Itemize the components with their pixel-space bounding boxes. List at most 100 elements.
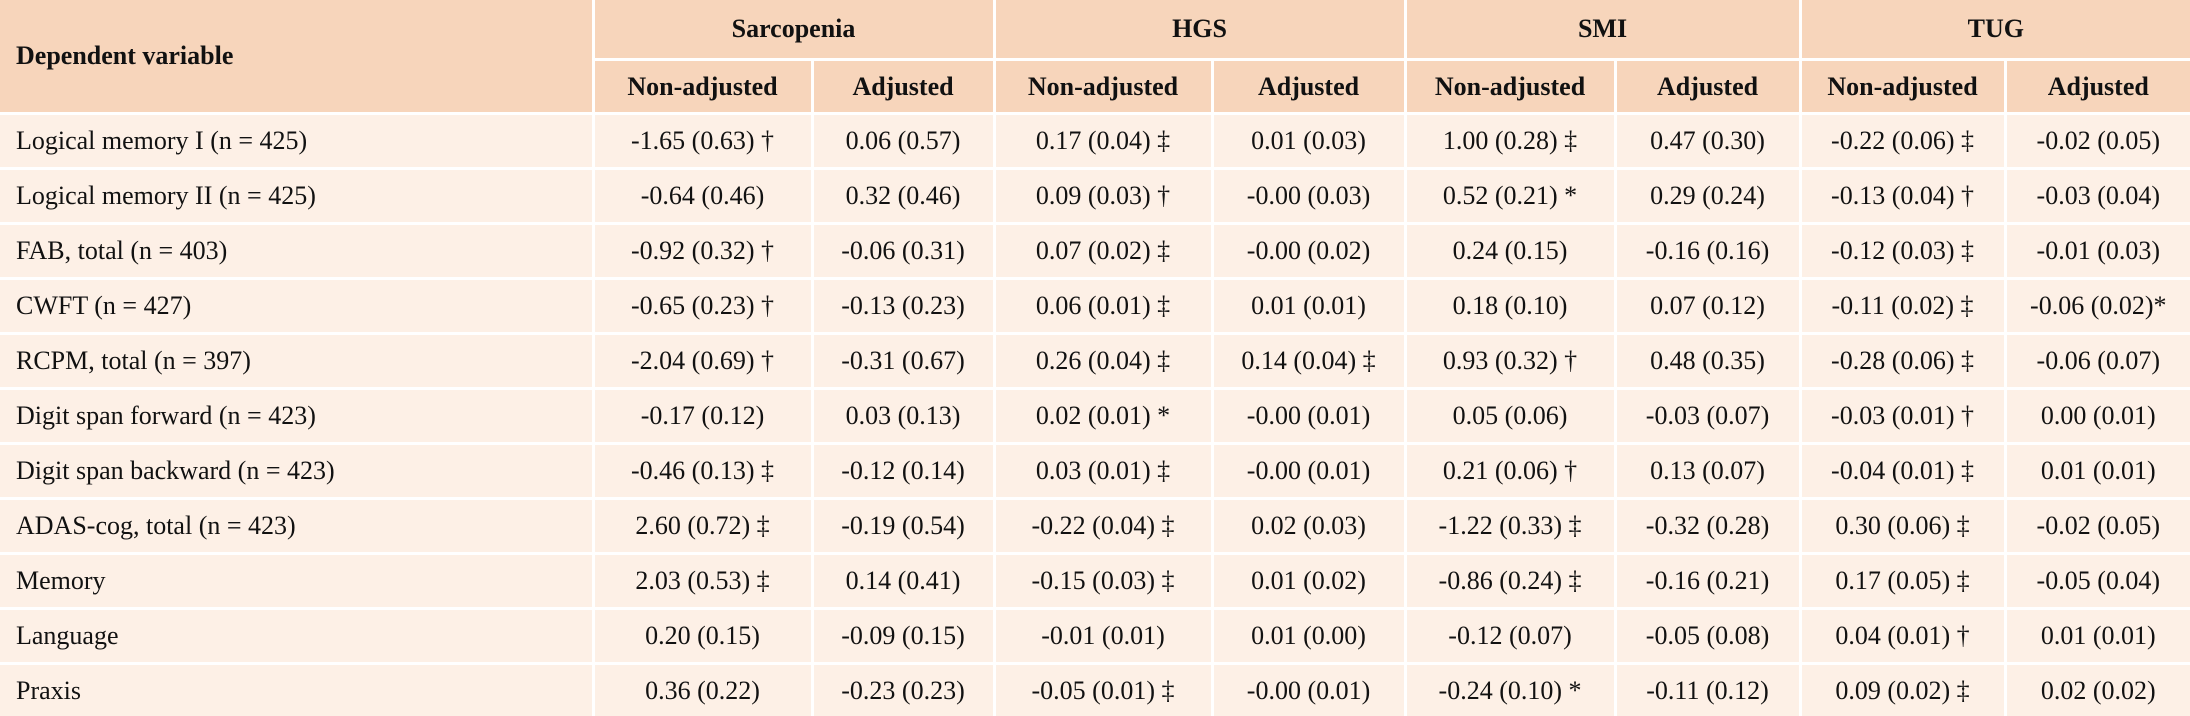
row-label: Logical memory I (n = 425) bbox=[0, 112, 595, 169]
table-body: Logical memory I (n = 425) -1.65 (0.63) †… bbox=[0, 112, 2190, 716]
cell-smi-non-adjusted: 0.93 (0.32) † bbox=[1405, 332, 1617, 389]
cell-hgs-adjusted: 0.01 (0.00) bbox=[1212, 607, 1407, 664]
row-label: Memory bbox=[0, 552, 595, 609]
cell-sarcopenia-non-adjusted: -0.46 (0.13) ‡ bbox=[593, 442, 814, 499]
subheader-smi-non-adjusted: Non-adjusted bbox=[1405, 59, 1617, 114]
subheader-hgs-non-adjusted: Non-adjusted bbox=[994, 59, 1214, 114]
cell-hgs-adjusted: 0.01 (0.02) bbox=[1212, 552, 1407, 609]
cell-smi-non-adjusted: 0.24 (0.15) bbox=[1405, 222, 1617, 279]
cell-sarcopenia-adjusted: -0.19 (0.54) bbox=[812, 497, 996, 554]
cell-tug-adjusted: 0.00 (0.01) bbox=[2005, 387, 2190, 444]
group-header-tug: TUG bbox=[1800, 0, 2190, 61]
cell-smi-adjusted: -0.32 (0.28) bbox=[1615, 497, 1802, 554]
cell-tug-adjusted: -0.02 (0.05) bbox=[2005, 497, 2190, 554]
cell-sarcopenia-non-adjusted: 2.60 (0.72) ‡ bbox=[593, 497, 814, 554]
cell-sarcopenia-adjusted: -0.13 (0.23) bbox=[812, 277, 996, 334]
group-header-sarcopenia: Sarcopenia bbox=[593, 0, 996, 61]
table-row: RCPM, total (n = 397) -2.04 (0.69) † -0.31… bbox=[0, 332, 2190, 389]
row-label: FAB, total (n = 403) bbox=[0, 222, 595, 279]
cell-sarcopenia-adjusted: -0.12 (0.14) bbox=[812, 442, 996, 499]
row-label: Digit span backward (n = 423) bbox=[0, 442, 595, 499]
cell-hgs-non-adjusted: -0.05 (0.01) ‡ bbox=[994, 662, 1214, 716]
cell-smi-adjusted: 0.48 (0.35) bbox=[1615, 332, 1802, 389]
cell-sarcopenia-adjusted: -0.31 (0.67) bbox=[812, 332, 996, 389]
cell-tug-non-adjusted: 0.30 (0.06) ‡ bbox=[1800, 497, 2007, 554]
cell-sarcopenia-adjusted: 0.06 (0.57) bbox=[812, 112, 996, 169]
cell-sarcopenia-non-adjusted: 0.20 (0.15) bbox=[593, 607, 814, 664]
cell-sarcopenia-non-adjusted: -0.92 (0.32) † bbox=[593, 222, 814, 279]
cell-smi-adjusted: -0.11 (0.12) bbox=[1615, 662, 1802, 716]
cell-smi-adjusted: -0.03 (0.07) bbox=[1615, 387, 1802, 444]
cell-hgs-non-adjusted: -0.15 (0.03) ‡ bbox=[994, 552, 1214, 609]
cell-hgs-non-adjusted: -0.22 (0.04) ‡ bbox=[994, 497, 1214, 554]
cell-tug-non-adjusted: 0.17 (0.05) ‡ bbox=[1800, 552, 2007, 609]
cell-sarcopenia-adjusted: 0.32 (0.46) bbox=[812, 167, 996, 224]
cell-smi-non-adjusted: -0.24 (0.10) * bbox=[1405, 662, 1617, 716]
cell-tug-non-adjusted: -0.11 (0.02) ‡ bbox=[1800, 277, 2007, 334]
cell-hgs-non-adjusted: 0.03 (0.01) ‡ bbox=[994, 442, 1214, 499]
table-row: FAB, total (n = 403) -0.92 (0.32) † -0.06 … bbox=[0, 222, 2190, 279]
subheader-smi-adjusted: Adjusted bbox=[1615, 59, 1802, 114]
cell-tug-adjusted: -0.06 (0.07) bbox=[2005, 332, 2190, 389]
group-header-smi: SMI bbox=[1405, 0, 1802, 61]
cell-tug-non-adjusted: -0.13 (0.04) † bbox=[1800, 167, 2007, 224]
cell-smi-non-adjusted: -0.86 (0.24) ‡ bbox=[1405, 552, 1617, 609]
cell-smi-non-adjusted: -1.22 (0.33) ‡ bbox=[1405, 497, 1617, 554]
cell-tug-adjusted: -0.05 (0.04) bbox=[2005, 552, 2190, 609]
cell-smi-adjusted: -0.16 (0.16) bbox=[1615, 222, 1802, 279]
cell-sarcopenia-adjusted: -0.23 (0.23) bbox=[812, 662, 996, 716]
cell-sarcopenia-non-adjusted: -1.65 (0.63) † bbox=[593, 112, 814, 169]
cell-smi-non-adjusted: -0.12 (0.07) bbox=[1405, 607, 1617, 664]
cell-tug-non-adjusted: -0.12 (0.03) ‡ bbox=[1800, 222, 2007, 279]
table-row: Logical memory I (n = 425) -1.65 (0.63) †… bbox=[0, 112, 2190, 169]
cell-tug-adjusted: -0.03 (0.04) bbox=[2005, 167, 2190, 224]
cell-hgs-adjusted: -0.00 (0.01) bbox=[1212, 442, 1407, 499]
table-row: Memory 2.03 (0.53) ‡ 0.14 (0.41) -0.15 (0.0… bbox=[0, 552, 2190, 609]
cell-sarcopenia-non-adjusted: -0.17 (0.12) bbox=[593, 387, 814, 444]
cell-tug-adjusted: -0.01 (0.03) bbox=[2005, 222, 2190, 279]
cell-smi-adjusted: -0.16 (0.21) bbox=[1615, 552, 1802, 609]
cell-sarcopenia-non-adjusted: -0.64 (0.46) bbox=[593, 167, 814, 224]
cell-sarcopenia-adjusted: -0.09 (0.15) bbox=[812, 607, 996, 664]
cell-tug-non-adjusted: -0.04 (0.01) ‡ bbox=[1800, 442, 2007, 499]
cell-sarcopenia-adjusted: 0.14 (0.41) bbox=[812, 552, 996, 609]
dependent-variable-header: Dependent variable bbox=[0, 0, 595, 114]
cell-smi-non-adjusted: 0.05 (0.06) bbox=[1405, 387, 1617, 444]
cell-smi-adjusted: 0.47 (0.30) bbox=[1615, 112, 1802, 169]
cell-hgs-non-adjusted: 0.09 (0.03) † bbox=[994, 167, 1214, 224]
subheader-tug-non-adjusted: Non-adjusted bbox=[1800, 59, 2007, 114]
cell-sarcopenia-adjusted: 0.03 (0.13) bbox=[812, 387, 996, 444]
group-header-hgs: HGS bbox=[994, 0, 1407, 61]
cell-tug-non-adjusted: -0.03 (0.01) † bbox=[1800, 387, 2007, 444]
cell-smi-adjusted: 0.07 (0.12) bbox=[1615, 277, 1802, 334]
cell-tug-non-adjusted: -0.28 (0.06) ‡ bbox=[1800, 332, 2007, 389]
subheader-sarcopenia-adjusted: Adjusted bbox=[812, 59, 996, 114]
cell-hgs-non-adjusted: 0.17 (0.04) ‡ bbox=[994, 112, 1214, 169]
cell-sarcopenia-adjusted: -0.06 (0.31) bbox=[812, 222, 996, 279]
cell-hgs-adjusted: 0.01 (0.01) bbox=[1212, 277, 1407, 334]
cell-tug-non-adjusted: -0.22 (0.06) ‡ bbox=[1800, 112, 2007, 169]
cell-hgs-non-adjusted: 0.06 (0.01) ‡ bbox=[994, 277, 1214, 334]
cell-hgs-non-adjusted: 0.07 (0.02) ‡ bbox=[994, 222, 1214, 279]
cell-tug-adjusted: 0.01 (0.01) bbox=[2005, 607, 2190, 664]
table-row: CWFT (n = 427) -0.65 (0.23) † -0.13 (0.23)… bbox=[0, 277, 2190, 334]
cell-sarcopenia-non-adjusted: 2.03 (0.53) ‡ bbox=[593, 552, 814, 609]
cell-hgs-adjusted: -0.00 (0.02) bbox=[1212, 222, 1407, 279]
cell-hgs-adjusted: -0.00 (0.01) bbox=[1212, 662, 1407, 716]
table-row: ADAS-cog, total (n = 423) 2.60 (0.72) ‡ -0… bbox=[0, 497, 2190, 554]
table-row: Digit span forward (n = 423) -0.17 (0.12)… bbox=[0, 387, 2190, 444]
cell-tug-non-adjusted: 0.09 (0.02) ‡ bbox=[1800, 662, 2007, 716]
row-label: ADAS-cog, total (n = 423) bbox=[0, 497, 595, 554]
cell-hgs-adjusted: -0.00 (0.03) bbox=[1212, 167, 1407, 224]
subheader-sarcopenia-non-adjusted: Non-adjusted bbox=[593, 59, 814, 114]
subheader-tug-adjusted: Adjusted bbox=[2005, 59, 2190, 114]
table-row: Language 0.20 (0.15) -0.09 (0.15) -0.01 (0.… bbox=[0, 607, 2190, 664]
cell-sarcopenia-non-adjusted: 0.36 (0.22) bbox=[593, 662, 814, 716]
row-label: Logical memory II (n = 425) bbox=[0, 167, 595, 224]
cell-tug-adjusted: -0.02 (0.05) bbox=[2005, 112, 2190, 169]
cell-tug-adjusted: 0.02 (0.02) bbox=[2005, 662, 2190, 716]
cell-hgs-adjusted: 0.01 (0.03) bbox=[1212, 112, 1407, 169]
cell-hgs-non-adjusted: 0.26 (0.04) ‡ bbox=[994, 332, 1214, 389]
cell-hgs-adjusted: 0.14 (0.04) ‡ bbox=[1212, 332, 1407, 389]
